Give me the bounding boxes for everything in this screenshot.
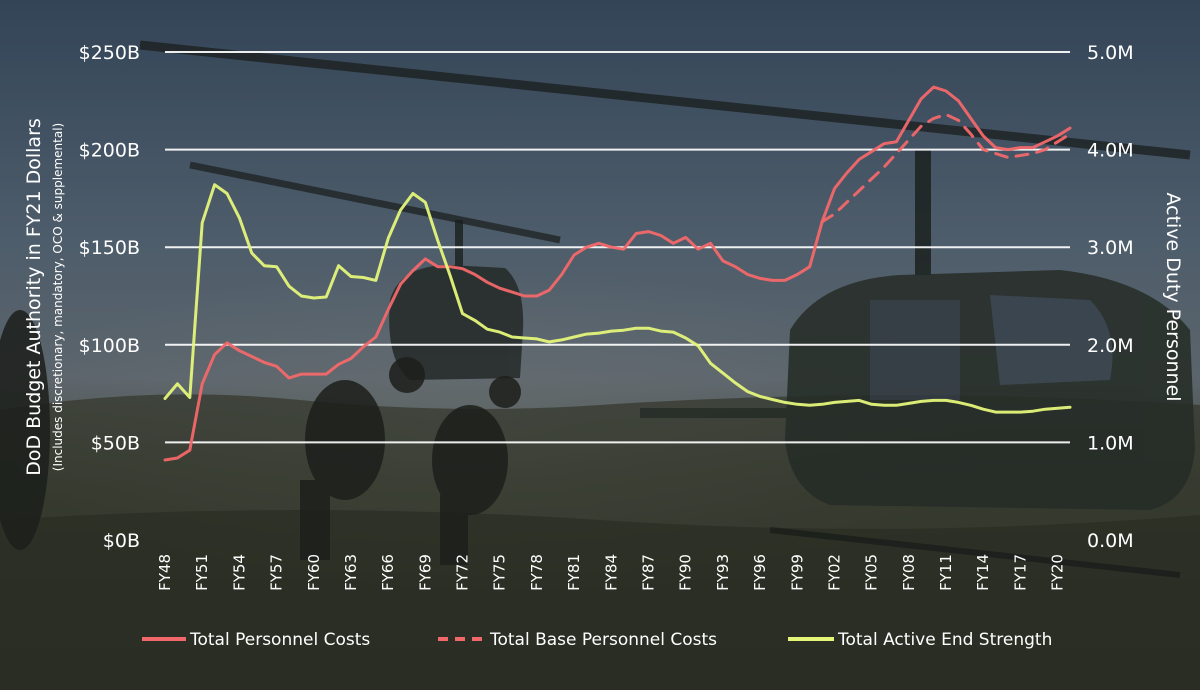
series-line-total-active-end-strength [163,183,1072,414]
x-tick-fy69: FY69 [416,554,434,591]
left-axis-title: DoD Budget Authority in FY21 Dollars [23,118,45,476]
right-axis-ticks: 0.0M 1.0M 2.0M 3.0M 4.0M 5.0M [1087,42,1134,552]
series-line-total-personnel-costs [163,85,1072,462]
legend-label-total-active-end-strength: Total Active End Strength [837,630,1052,650]
x-tick-fy63: FY63 [342,554,360,591]
y2-tick-2-0m: 2.0M [1087,335,1134,357]
x-tick-fy81: FY81 [565,554,583,591]
legend-label-total-base-personnel-costs: Total Base Personnel Costs [489,630,717,650]
legend-item-total-base-personnel-costs[interactable]: Total Base Personnel Costs [438,630,717,650]
x-tick-fy54: FY54 [230,554,248,591]
left-axis-subtitle: (Includes discretionary, mandatory, OCO … [51,123,65,471]
x-tick-fy05: FY05 [863,554,881,591]
legend-item-total-active-end-strength[interactable]: Total Active End Strength [788,630,1052,650]
x-tick-fy02: FY02 [825,554,843,591]
legend: Total Personnel Costs Total Base Personn… [142,630,1052,650]
y-tick-0b: $0B [103,530,140,552]
x-tick-fy48: FY48 [156,554,174,591]
x-tick-fy75: FY75 [491,554,509,591]
x-tick-fy20: FY20 [1049,554,1067,591]
series-line-total-base-personnel-costs [820,113,1072,224]
x-tick-fy90: FY90 [677,554,695,591]
x-tick-fy87: FY87 [639,554,657,591]
x-tick-fy11: FY11 [937,554,955,591]
y2-tick-4-0m: 4.0M [1087,140,1134,162]
x-axis-ticks: FY48 FY51 FY54 FY57 FY60 FY63 FY66 FY69 FY72 FY75… [156,554,1067,591]
helicopter-center [389,220,524,380]
y-tick-100b: $100B [79,335,140,357]
series-lines [163,85,1072,462]
x-tick-fy08: FY08 [900,554,918,591]
y2-tick-3-0m: 3.0M [1087,237,1134,259]
rotor-blade-mid [189,161,561,244]
x-tick-fy93: FY93 [714,554,732,591]
legend-item-total-personnel-costs[interactable]: Total Personnel Costs [142,630,370,650]
x-tick-fy60: FY60 [305,554,323,591]
right-axis-title: Active Duty Personnel [1162,192,1184,401]
x-tick-fy72: FY72 [454,554,472,591]
x-tick-fy51: FY51 [193,554,211,591]
x-tick-fy17: FY17 [1011,554,1029,591]
y2-tick-1-0m: 1.0M [1087,432,1134,454]
y-tick-50b: $50B [91,432,140,454]
gridlines [165,51,1070,444]
soldiers-silhouettes [0,310,521,565]
y-tick-200b: $200B [79,140,140,162]
x-tick-fy84: FY84 [602,554,620,591]
y-tick-150b: $150B [79,237,140,259]
x-tick-fy99: FY99 [788,554,806,591]
left-axis-ticks: $0B $50B $100B $150B $200B $250B [79,42,140,552]
x-tick-fy78: FY78 [528,554,546,591]
legend-label-total-personnel-costs: Total Personnel Costs [189,630,370,650]
x-tick-fy14: FY14 [974,554,992,591]
y2-tick-0-0m: 0.0M [1087,530,1134,552]
y-tick-250b: $250B [79,42,140,64]
y2-tick-5-0m: 5.0M [1087,42,1134,64]
rotor-blade-top [139,40,1191,160]
x-tick-fy57: FY57 [268,554,286,591]
helicopter-right [640,150,1195,578]
x-tick-fy96: FY96 [751,554,769,591]
x-tick-fy66: FY66 [379,554,397,591]
